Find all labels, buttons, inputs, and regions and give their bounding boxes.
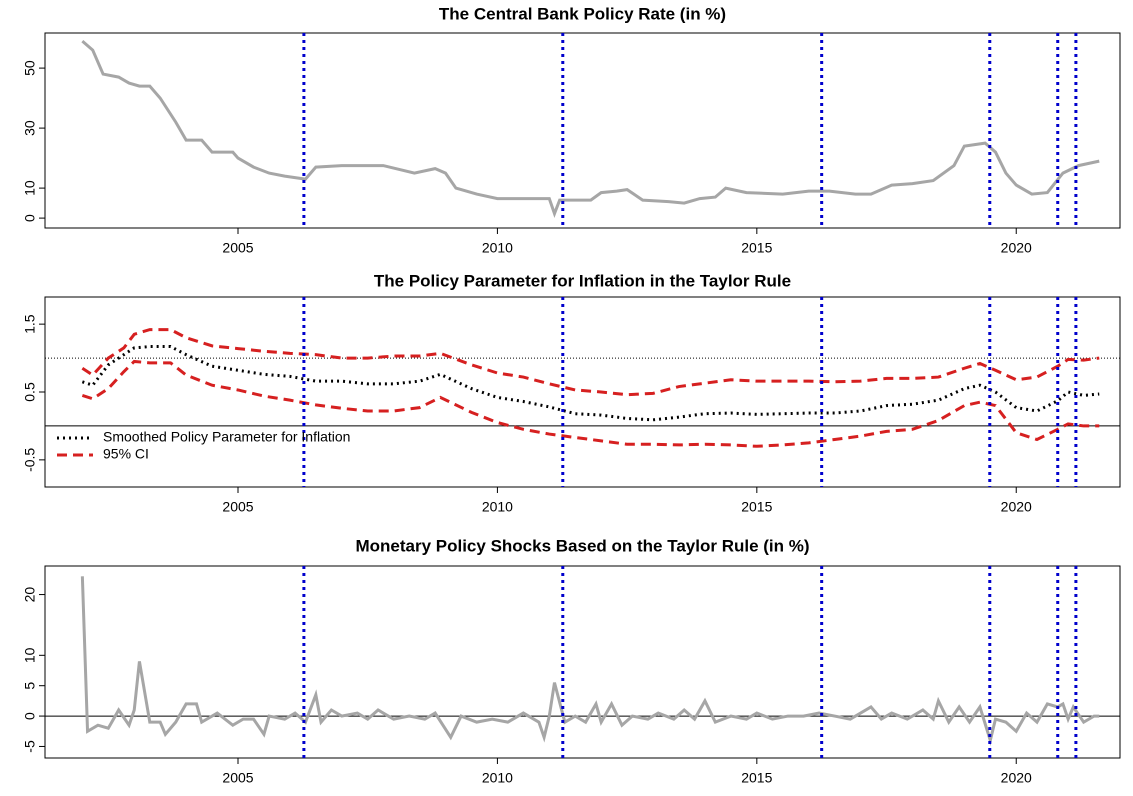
panel-title: The Policy Parameter for Inflation in th… xyxy=(374,271,791,290)
y-tick-label: 10 xyxy=(22,180,38,196)
x-tick-label: 2005 xyxy=(222,499,253,515)
y-tick-label: 30 xyxy=(22,120,38,136)
x-tick-label: 2010 xyxy=(482,240,513,256)
y-tick-label: 0 xyxy=(22,712,38,720)
series-line xyxy=(81,359,1100,448)
x-tick-label: 2020 xyxy=(1001,499,1032,515)
x-tick-label: 2015 xyxy=(741,240,772,256)
x-tick-label: 2020 xyxy=(1001,240,1032,256)
x-tick-label: 2010 xyxy=(482,499,513,515)
series-line xyxy=(81,345,1100,422)
y-tick-label: 20 xyxy=(22,587,38,603)
y-tick-label: 1.5 xyxy=(22,314,38,334)
x-tick-label: 2010 xyxy=(482,770,513,786)
series-line xyxy=(81,39,1100,218)
series-line xyxy=(80,576,1100,746)
x-tick-label: 2020 xyxy=(1001,770,1032,786)
y-tick-label: -5 xyxy=(22,740,38,753)
y-tick-label: 10 xyxy=(22,647,38,663)
x-tick-label: 2015 xyxy=(741,499,772,515)
y-tick-label: -0.5 xyxy=(22,448,38,472)
panel-title: The Central Bank Policy Rate (in %) xyxy=(439,4,726,23)
panel-title: Monetary Policy Shocks Based on the Tayl… xyxy=(355,536,809,555)
y-tick-label: 50 xyxy=(22,60,38,76)
series-line xyxy=(81,328,1100,397)
legend-label: 95% CI xyxy=(103,446,149,462)
x-tick-label: 2005 xyxy=(222,770,253,786)
plot-frame xyxy=(44,565,1121,759)
y-tick-label: 0 xyxy=(22,214,38,222)
x-tick-label: 2015 xyxy=(741,770,772,786)
y-tick-label: 5 xyxy=(22,682,38,690)
y-tick-label: 0.5 xyxy=(22,382,38,402)
legend-label: Smoothed Policy Parameter for Inflation xyxy=(103,429,350,445)
x-tick-label: 2005 xyxy=(222,240,253,256)
plot-frame xyxy=(44,32,1121,229)
